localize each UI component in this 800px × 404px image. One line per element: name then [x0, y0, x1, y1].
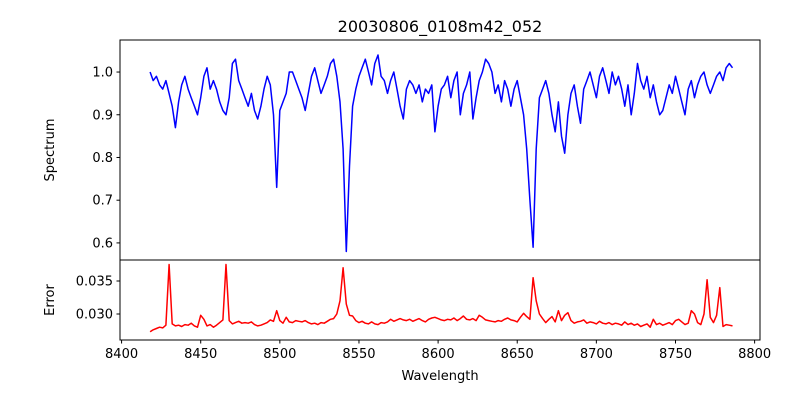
error-y-label: Error: [43, 284, 58, 316]
chart-title: 20030806_0108m42_052: [338, 17, 543, 37]
error-axes: 0.030 0.035 8400 8450 8500 8550 8600 8650 8700 87…: [76, 259, 771, 362]
x-tick-label: 8500: [263, 347, 296, 362]
x-axis-label: Wavelength: [401, 369, 478, 384]
x-tick-label: 8800: [738, 347, 771, 362]
y-tick-label: 0.6: [92, 236, 113, 251]
y-tick-label: 0.9: [92, 108, 113, 123]
x-tick-label: 8450: [184, 347, 217, 362]
axes-frame: [119, 259, 761, 341]
x-tick-label: 8650: [501, 347, 534, 362]
y-tick-label: 0.7: [92, 194, 113, 209]
y-tick-label: 0.8: [92, 151, 113, 166]
spectrum-y-label: Spectrum: [43, 119, 58, 182]
x-tick-label: 8550: [342, 347, 375, 362]
y-tick-label: 0.030: [76, 307, 113, 322]
error-series-line: [149, 263, 733, 333]
x-tick-label: 8400: [105, 347, 138, 362]
x-tick-label: 8600: [422, 347, 455, 362]
y-tick-label: 0.035: [76, 274, 113, 289]
y-tick-label: 1.0: [92, 66, 113, 81]
x-tick-label: 8750: [659, 347, 692, 362]
spectrum-series-line: [149, 54, 734, 253]
x-tick-label: 8700: [580, 347, 613, 362]
